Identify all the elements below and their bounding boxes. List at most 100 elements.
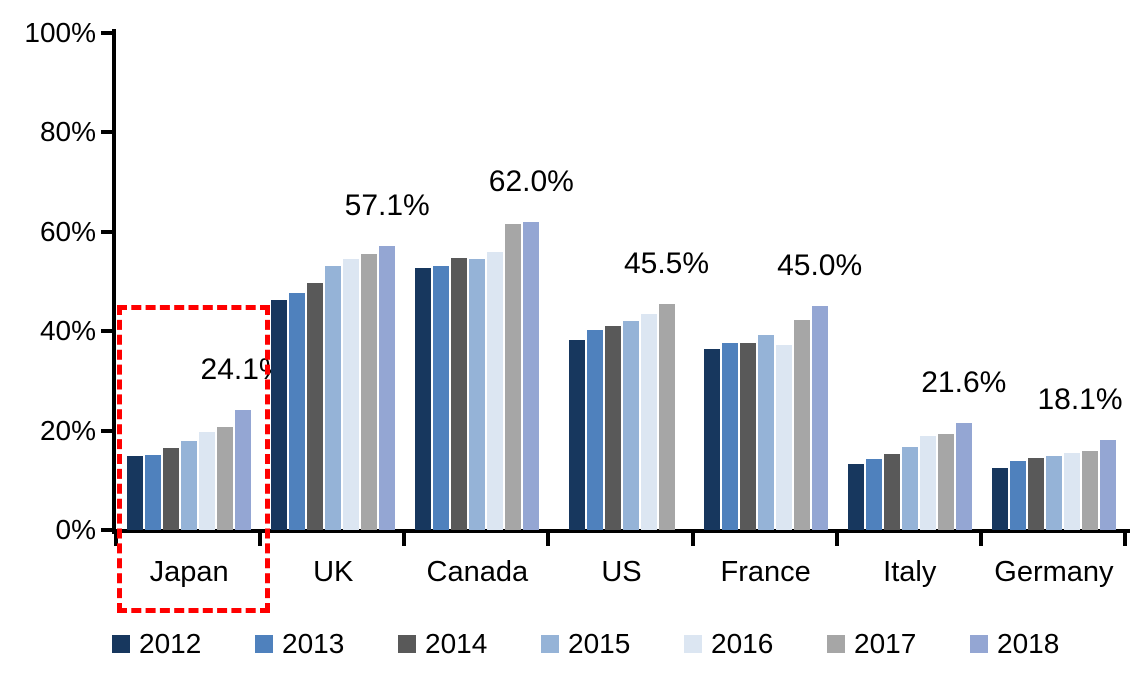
bar-canada-2017 xyxy=(505,224,522,530)
bar-germany-2016 xyxy=(1063,453,1080,530)
y-axis-tick-label: 80% xyxy=(39,116,96,148)
bar-italy-2018 xyxy=(955,422,972,530)
legend-swatch-2014 xyxy=(398,635,416,653)
legend-item-2012: 2012 xyxy=(112,630,255,658)
bar-france-2018 xyxy=(811,306,828,530)
legend-item-2014: 2014 xyxy=(398,630,541,658)
legend-swatch-2018 xyxy=(970,635,988,653)
legend-swatch-2013 xyxy=(255,635,273,653)
x-axis-tick xyxy=(546,532,551,546)
bar-france-2012 xyxy=(703,348,720,530)
y-axis-tick-label: 0% xyxy=(55,514,96,545)
legend: 2012 2013 2014 2015 2016 2017 2018 xyxy=(112,630,1113,658)
bar-japan-2012 xyxy=(127,455,144,530)
bar-uk-2018 xyxy=(379,246,396,530)
x-axis-tick xyxy=(690,532,695,546)
bar-france-2014 xyxy=(739,343,756,530)
legend-swatch-2012 xyxy=(112,635,130,653)
bar-canada-2014 xyxy=(451,258,468,530)
category-label-italy: Italy xyxy=(883,556,937,588)
data-label-france: 45.0% xyxy=(777,249,863,283)
bar-canada-2013 xyxy=(433,265,450,530)
x-axis-tick xyxy=(834,532,839,546)
legend-swatch-2016 xyxy=(684,635,702,653)
category-label-canada: Canada xyxy=(426,556,529,588)
x-axis-tick xyxy=(978,532,983,546)
bar-uk-2017 xyxy=(361,253,378,530)
bar-uk-2012 xyxy=(271,300,288,530)
legend-label-2014: 2014 xyxy=(425,628,488,659)
bar-germany-2014 xyxy=(1027,458,1044,530)
y-axis-tick xyxy=(101,229,113,234)
bar-japan-2017 xyxy=(217,426,234,530)
bar-canada-2012 xyxy=(415,267,432,530)
bar-uk-2013 xyxy=(289,292,306,530)
legend-item-2013: 2013 xyxy=(255,630,398,658)
x-axis-tick xyxy=(402,532,407,546)
bar-germany-2012 xyxy=(991,468,1008,530)
bar-japan-2015 xyxy=(181,440,198,530)
legend-label-2012: 2012 xyxy=(139,628,202,659)
bar-germany-2015 xyxy=(1045,456,1062,530)
bar-us-2014 xyxy=(604,326,621,530)
bar-uk-2015 xyxy=(325,265,342,530)
bar-canada-2016 xyxy=(487,251,504,530)
bar-france-2015 xyxy=(757,335,774,530)
category-label-us: US xyxy=(601,556,642,588)
y-axis-tick xyxy=(101,130,113,135)
y-axis-tick xyxy=(101,329,113,334)
legend-item-2018: 2018 xyxy=(970,630,1113,658)
bar-japan-2018 xyxy=(235,410,252,530)
bar-uk-2016 xyxy=(343,259,360,530)
bar-us-2016 xyxy=(640,313,657,530)
y-axis-tick-label: 100% xyxy=(24,17,96,48)
legend-swatch-2017 xyxy=(827,635,845,653)
legend-label-2016: 2016 xyxy=(711,628,774,659)
bar-italy-2016 xyxy=(919,435,936,530)
legend-label-2017: 2017 xyxy=(854,628,917,659)
bar-us-2017 xyxy=(658,303,675,530)
bar-france-2013 xyxy=(721,342,738,530)
x-axis xyxy=(112,529,1130,533)
data-label-italy: 21.6% xyxy=(921,365,1007,399)
y-axis-tick xyxy=(101,31,113,35)
bar-italy-2015 xyxy=(901,446,918,530)
x-axis-tick xyxy=(1123,532,1127,546)
category-label-uk: UK xyxy=(313,556,354,588)
y-axis-tick xyxy=(101,528,113,532)
category-label-germany: Germany xyxy=(994,556,1114,588)
legend-label-2018: 2018 xyxy=(997,628,1060,659)
legend-item-2017: 2017 xyxy=(827,630,970,658)
data-label-us: 45.5% xyxy=(623,246,710,280)
legend-label-2015: 2015 xyxy=(568,628,631,659)
x-axis-tick xyxy=(258,532,263,546)
bar-france-2017 xyxy=(793,319,810,530)
y-axis-tick-label: 60% xyxy=(39,215,96,247)
highlight-box-japan xyxy=(117,305,270,613)
bar-italy-2013 xyxy=(865,459,882,530)
data-label-uk: 57.1% xyxy=(344,189,430,223)
category-label-japan: Japan xyxy=(149,556,229,588)
y-axis-tick-label: 20% xyxy=(39,414,96,446)
bar-canada-2015 xyxy=(469,259,486,530)
data-label-germany: 18.1% xyxy=(1037,383,1123,417)
bar-italy-2014 xyxy=(883,453,900,530)
y-axis-tick-label: 40% xyxy=(39,315,96,347)
bar-us-2013 xyxy=(586,330,603,530)
bar-italy-2012 xyxy=(847,464,864,530)
bar-germany-2013 xyxy=(1009,460,1026,530)
bar-us-2015 xyxy=(622,321,639,530)
bar-italy-2017 xyxy=(937,434,954,530)
bar-japan-2014 xyxy=(163,447,180,530)
y-axis xyxy=(112,29,116,534)
bar-france-2016 xyxy=(775,344,792,530)
x-axis-tick xyxy=(114,532,118,546)
bar-germany-2017 xyxy=(1081,451,1098,530)
y-axis-tick xyxy=(101,428,113,433)
legend-item-2016: 2016 xyxy=(684,630,827,658)
bar-germany-2018 xyxy=(1099,440,1116,530)
legend-label-2013: 2013 xyxy=(282,628,345,659)
bar-japan-2013 xyxy=(145,455,162,530)
category-label-france: France xyxy=(720,556,811,588)
